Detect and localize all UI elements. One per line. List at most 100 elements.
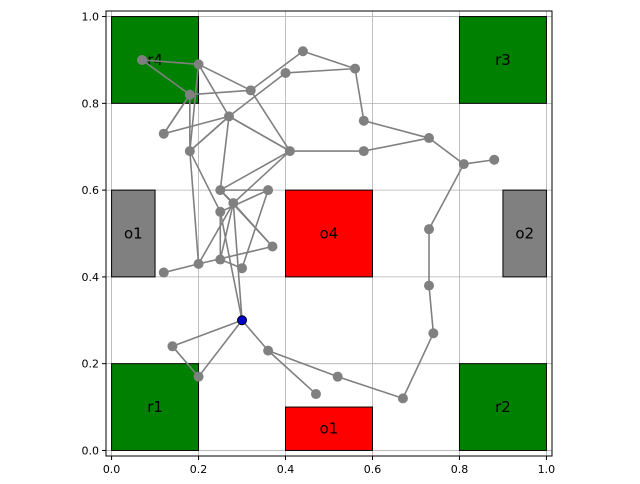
edge-36 xyxy=(189,151,200,264)
node-7 xyxy=(428,328,439,339)
edge-35 xyxy=(189,150,222,213)
edge-48 xyxy=(197,202,235,265)
region-o2-5 xyxy=(502,189,547,278)
edge-52 xyxy=(189,64,200,152)
node-15 xyxy=(350,63,361,74)
node-5 xyxy=(332,371,343,382)
edge-8 xyxy=(428,285,435,334)
region-label-o4-6: o4 xyxy=(320,225,339,243)
node-11 xyxy=(489,154,500,165)
region-o1-4 xyxy=(111,189,156,278)
edge-30 xyxy=(250,89,291,152)
x-tick-label-0: 0.0 xyxy=(103,463,121,476)
edge-5 xyxy=(267,349,338,378)
node-12 xyxy=(424,133,435,144)
edge-32 xyxy=(219,150,291,191)
edge-43 xyxy=(219,202,235,260)
node-28 xyxy=(228,198,239,209)
edge-1 xyxy=(171,345,200,378)
edge-20 xyxy=(228,72,287,117)
node-10 xyxy=(458,159,469,170)
node-29 xyxy=(215,206,226,217)
y-tick-label-1: 0.2 xyxy=(82,358,100,371)
node-2 xyxy=(193,371,204,382)
edge-51 xyxy=(163,94,191,135)
node-33 xyxy=(237,263,248,274)
region-label-o1-7: o1 xyxy=(320,420,339,438)
node-3 xyxy=(263,345,274,356)
y-tick-label-4: 0.8 xyxy=(82,97,100,110)
node-30 xyxy=(267,241,278,252)
node-25 xyxy=(284,146,295,157)
region-o4-6 xyxy=(285,189,373,278)
region-label-r4-0: r4 xyxy=(147,51,163,69)
x-tick-label-2: 0.4 xyxy=(277,463,295,476)
node-34 xyxy=(158,267,169,278)
edge-6 xyxy=(337,375,404,400)
region-r3-1 xyxy=(458,16,547,104)
x-tick-label-4: 0.8 xyxy=(451,463,469,476)
node-9 xyxy=(424,224,435,235)
region-label-r2-3: r2 xyxy=(495,398,511,416)
region-label-r1-2: r1 xyxy=(147,398,163,416)
region-r1-2 xyxy=(111,363,200,451)
edge-22 xyxy=(141,59,199,66)
edge-47 xyxy=(163,263,199,274)
edge-4 xyxy=(267,350,317,395)
edge-26 xyxy=(197,63,230,117)
node-layer xyxy=(137,46,500,404)
edge-50 xyxy=(232,203,243,321)
edge-11 xyxy=(463,158,495,165)
node-23 xyxy=(223,111,234,122)
node-1 xyxy=(167,341,178,352)
node-24 xyxy=(184,146,195,157)
node-19 xyxy=(193,59,204,70)
edge-53 xyxy=(228,115,291,152)
edge-13 xyxy=(363,137,430,152)
node-16 xyxy=(297,46,308,57)
edge-23 xyxy=(141,59,191,96)
edge-12 xyxy=(428,137,465,165)
region-label-o2-5: o2 xyxy=(515,225,534,243)
edge-40 xyxy=(219,189,269,213)
edge-21 xyxy=(198,63,252,92)
edge-10 xyxy=(428,163,465,230)
node-21 xyxy=(184,89,195,100)
edge-42 xyxy=(232,202,274,248)
region-label-o1-4: o1 xyxy=(124,225,143,243)
edge-39 xyxy=(241,189,269,269)
region-layer: r4 r3 r1 r2 o1 o2 o4 o1 xyxy=(111,16,547,451)
edge-0 xyxy=(172,319,243,348)
node-4 xyxy=(310,389,321,400)
node-6 xyxy=(397,393,408,404)
edge-15 xyxy=(363,119,430,139)
node-8 xyxy=(424,280,435,291)
x-tick-label-3: 0.6 xyxy=(364,463,382,476)
edge-29 xyxy=(189,89,251,96)
region-label-r3-1: r3 xyxy=(495,51,511,69)
y-tick-label-2: 0.4 xyxy=(82,271,100,284)
y-tick-label-0: 0.0 xyxy=(82,444,100,457)
node-31 xyxy=(215,254,226,265)
edge-49 xyxy=(219,211,243,321)
node-17 xyxy=(280,67,291,78)
region-o1-7 xyxy=(285,406,373,451)
edge-7 xyxy=(402,332,435,399)
node-27 xyxy=(263,185,274,196)
edge-18 xyxy=(285,67,356,74)
node-14 xyxy=(358,115,369,126)
edge-2 xyxy=(197,319,243,378)
edge-19 xyxy=(250,50,304,91)
node-22 xyxy=(158,128,169,139)
node-26 xyxy=(215,185,226,196)
edge-17 xyxy=(302,50,356,70)
y-tick-label-3: 0.6 xyxy=(82,184,100,197)
y-tick-label-5: 1.0 xyxy=(82,11,100,24)
edge-16 xyxy=(354,68,365,121)
edge-33 xyxy=(232,150,291,204)
region-r4-0 xyxy=(111,16,200,104)
node-32 xyxy=(193,258,204,269)
start-node xyxy=(237,315,248,326)
edge-37 xyxy=(219,116,230,191)
